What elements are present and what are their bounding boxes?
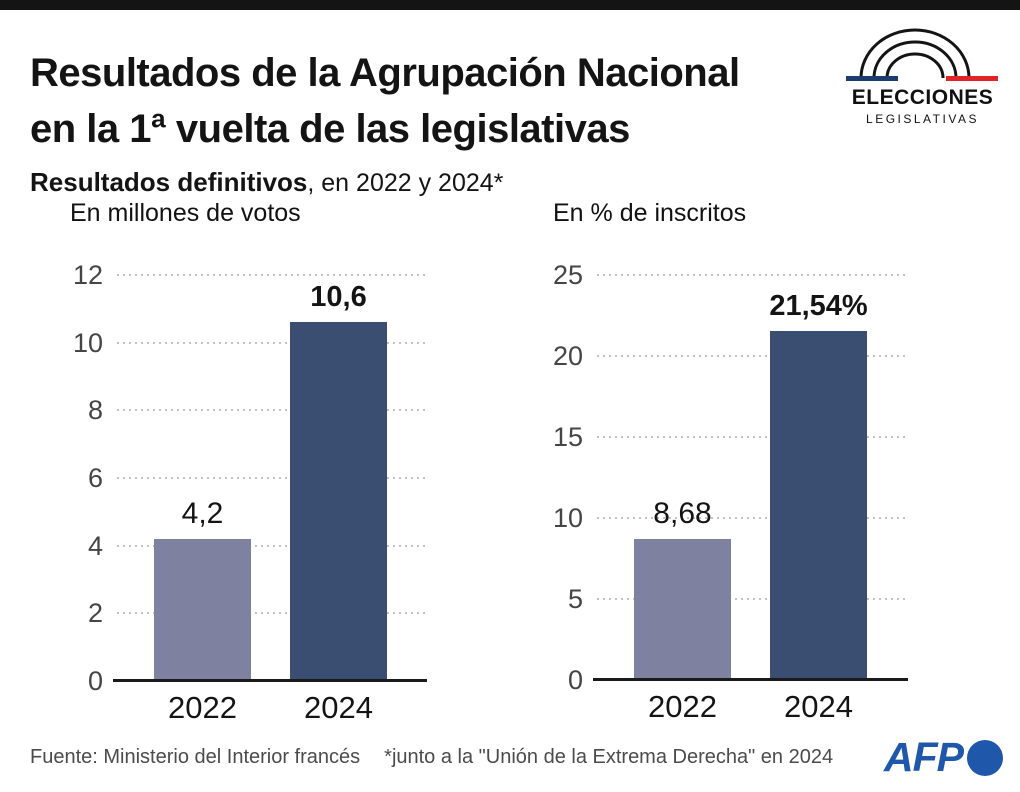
x-tick-label-2022: 2022 — [648, 689, 717, 724]
flag-red-bar-icon — [946, 76, 998, 81]
gridline — [117, 612, 427, 614]
page-title-line2: en la 1ª vuelta de las legislativas — [30, 106, 630, 151]
gridline — [597, 598, 908, 600]
flag-blue-bar-icon — [846, 76, 898, 81]
gridline — [597, 436, 908, 438]
x-axis-line — [113, 679, 427, 682]
arcs-flag-icon — [846, 28, 998, 81]
gridline — [597, 274, 908, 276]
page-title: Resultados de la Agrupación Nacional en l… — [30, 45, 740, 157]
value-label-2022: 4,2 — [181, 497, 224, 530]
y-tick-label: 12 — [72, 260, 103, 290]
y-tick-label: 5 — [567, 584, 583, 614]
elecciones-logo: ELECCIONES LEGISLATIVAS — [845, 20, 1000, 132]
y-tick-label: 15 — [552, 422, 583, 452]
logo-subtitle: LEGISLATIVAS — [866, 112, 979, 126]
arc-inner-icon — [885, 52, 945, 79]
value-label-2024: 21,54% — [769, 290, 868, 322]
chart-votes-title: En millones de votos — [70, 199, 301, 227]
footnote-text: *junto a la "Unión de la Extrema Derecha… — [384, 746, 834, 768]
top-accent-bar — [0, 0, 1020, 10]
subtitle: Resultados definitivos, en 2022 y 2024* — [30, 167, 503, 198]
footer: Fuente: Ministerio del Interior francés *… — [30, 746, 833, 769]
afp-logo: AFP — [884, 734, 1003, 781]
gridline — [597, 355, 908, 357]
value-label-2024: 10,6 — [310, 281, 367, 313]
afp-text: AFP — [884, 734, 964, 780]
x-tick-label-2024: 2024 — [304, 690, 373, 725]
bar-2024 — [770, 331, 867, 680]
plot-area: 4,2 2022 10,6 2024 — [113, 274, 427, 725]
chart-percent-title: En % de inscritos — [553, 199, 747, 227]
bar-2024 — [290, 322, 387, 681]
x-axis-line — [593, 678, 908, 681]
x-tick-label-2024: 2024 — [784, 689, 853, 724]
plot-area: 8,68 2022 21,54% 2024 — [593, 274, 908, 724]
gridline — [597, 517, 908, 519]
y-tick-label: 25 — [552, 260, 583, 290]
value-label-2022: 8,68 — [653, 497, 712, 530]
arc-middle-icon — [872, 40, 958, 79]
y-tick-label: 4 — [87, 531, 103, 561]
y-tick-label: 0 — [87, 666, 103, 696]
afp-circle-icon — [967, 739, 1003, 776]
subtitle-bold: Resultados definitivos — [30, 167, 308, 197]
arc-outer-icon — [859, 28, 971, 79]
page-title-line1: Resultados de la Agrupación Nacional — [30, 50, 740, 95]
bar-2022 — [634, 539, 731, 680]
logo-title: ELECCIONES — [851, 86, 994, 109]
y-tick-label: 10 — [72, 328, 103, 358]
gridline — [117, 342, 427, 344]
bar-2022 — [154, 539, 251, 681]
subtitle-rest: , en 2022 y 2024* — [307, 169, 504, 197]
gridline — [117, 545, 427, 547]
y-tick-label: 2 — [87, 598, 103, 628]
gridline — [117, 477, 427, 479]
y-tick-label: 8 — [87, 395, 103, 425]
source-text: Fuente: Ministerio del Interior francés — [30, 746, 361, 768]
y-tick-label: 20 — [552, 341, 583, 371]
y-tick-label: 0 — [567, 665, 583, 695]
y-tick-label: 6 — [87, 463, 103, 493]
y-tick-label: 10 — [552, 503, 583, 533]
x-tick-label-2022: 2022 — [168, 690, 237, 725]
gridline — [117, 274, 427, 276]
gridline — [117, 409, 427, 411]
